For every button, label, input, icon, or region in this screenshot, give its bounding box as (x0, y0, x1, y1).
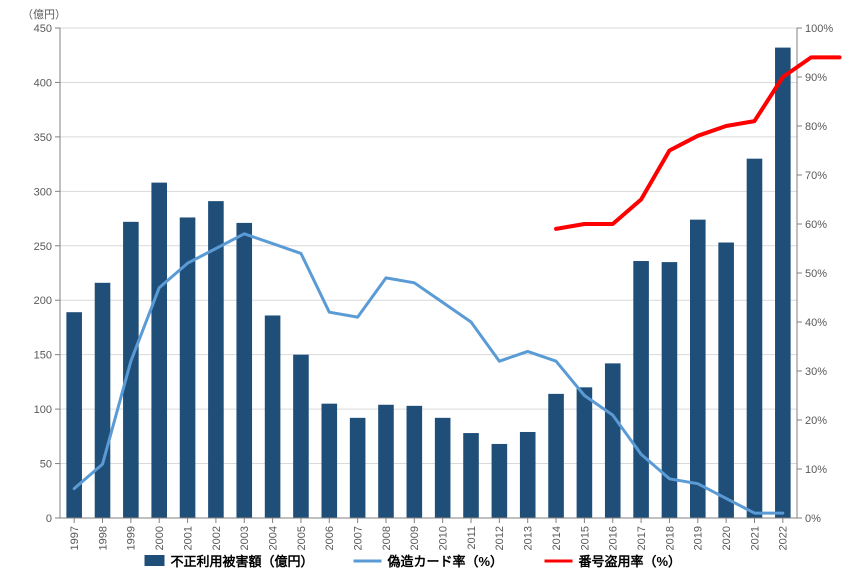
x-axis-label: 2013 (523, 526, 535, 550)
x-axis-label: 2011 (466, 526, 478, 550)
x-axis-label: 2021 (749, 526, 761, 550)
x-axis-label: 2007 (352, 526, 364, 550)
svg-text:90%: 90% (805, 72, 827, 84)
svg-text:70%: 70% (805, 170, 827, 182)
svg-text:150: 150 (34, 350, 52, 362)
svg-text:200: 200 (34, 295, 52, 307)
bar (378, 405, 394, 518)
svg-text:40%: 40% (805, 317, 827, 329)
bar (350, 418, 366, 518)
bar (463, 433, 479, 518)
unit-label: （億円） (22, 8, 66, 21)
x-axis-label: 2010 (438, 526, 450, 550)
x-axis-label: 2022 (778, 526, 790, 550)
svg-text:20%: 20% (805, 415, 827, 427)
svg-text:250: 250 (34, 241, 52, 253)
bar (718, 243, 734, 518)
bar (236, 223, 252, 518)
svg-text:100%: 100% (805, 23, 833, 35)
x-axis-label: 2003 (239, 526, 251, 550)
svg-text:80%: 80% (805, 121, 827, 133)
svg-text:350: 350 (34, 132, 52, 144)
x-axis-label: 2017 (636, 526, 648, 550)
legend: 不正利用被害額（億円） 偽造カード率（%） 番号盗用率（%） (145, 554, 682, 569)
x-axis-label: 2002 (211, 526, 223, 550)
svg-text:50: 50 (40, 459, 52, 471)
svg-text:0%: 0% (805, 513, 821, 525)
bar (151, 183, 167, 518)
bar (492, 444, 508, 518)
x-axis-label: 2001 (182, 526, 194, 550)
bar (775, 48, 791, 518)
x-axis-label: 2008 (381, 526, 393, 550)
bar (95, 283, 111, 518)
bar (605, 363, 621, 518)
svg-text:60%: 60% (805, 219, 827, 231)
svg-text:0: 0 (46, 513, 52, 525)
x-axis-label: 2005 (296, 526, 308, 550)
bar (548, 394, 564, 518)
bar (265, 315, 281, 518)
x-axis-label: 2000 (154, 526, 166, 550)
bar (520, 432, 536, 518)
x-axis-label: 2020 (721, 526, 733, 550)
x-axis-label: 2014 (551, 526, 563, 550)
chart-root: 0 50 100 150 200 250 300 350 400 450 0% 10% 20% 30% 40… (0, 0, 867, 578)
x-axis-label: 2009 (409, 526, 421, 550)
svg-text:30%: 30% (805, 366, 827, 378)
x-axis-label: 2004 (267, 526, 279, 550)
svg-text:450: 450 (34, 23, 52, 35)
bar (747, 159, 763, 518)
svg-text:400: 400 (34, 77, 52, 89)
x-axis-label: 1999 (126, 526, 138, 550)
bar (123, 222, 139, 518)
x-axis-label: 1998 (97, 526, 109, 550)
x-axis-label: 2019 (693, 526, 705, 550)
bar (690, 220, 706, 518)
x-axis-label: 2012 (494, 526, 506, 550)
x-axis-label: 2016 (608, 526, 620, 550)
legend-label: 不正利用被害額（億円） (171, 554, 314, 569)
svg-text:300: 300 (34, 186, 52, 198)
bar (321, 404, 337, 518)
chart-svg: 0 50 100 150 200 250 300 350 400 450 0% 10% 20% 30% 40… (0, 0, 867, 578)
bar (435, 418, 451, 518)
bar (407, 406, 423, 518)
legend-label: 番号盗用率（%） (578, 554, 682, 569)
x-axis-label: 2015 (579, 526, 591, 550)
x-axis-label: 2006 (324, 526, 336, 550)
x-axis-label: 2018 (664, 526, 676, 550)
svg-text:10%: 10% (805, 464, 827, 476)
bar (577, 387, 593, 518)
svg-text:50%: 50% (805, 268, 827, 280)
svg-text:100: 100 (34, 404, 52, 416)
x-axis-label: 1997 (69, 526, 81, 550)
bar (633, 261, 649, 518)
bar (293, 355, 309, 518)
legend-label: 偽造カード率（%） (387, 554, 504, 569)
